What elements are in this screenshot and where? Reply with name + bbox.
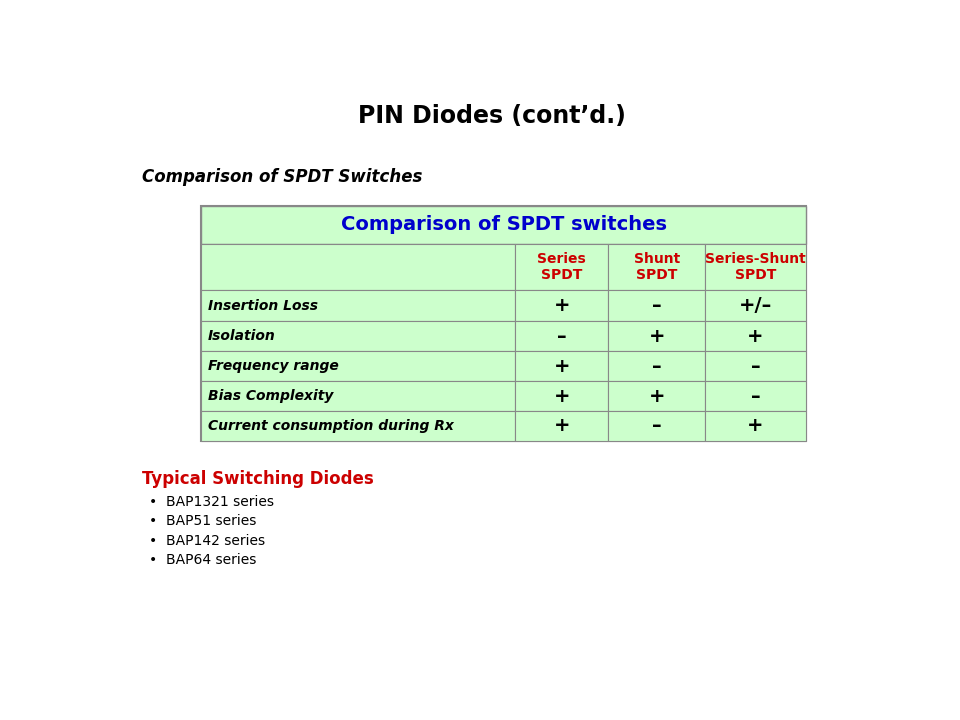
Text: Series
SPDT: Series SPDT [538, 252, 587, 282]
Bar [202, 411, 516, 441]
Bar [516, 411, 609, 441]
Text: +: + [554, 416, 570, 436]
Text: +: + [747, 416, 764, 436]
Bar [609, 321, 706, 351]
Text: Typical Switching Diodes: Typical Switching Diodes [142, 470, 373, 488]
Text: Comparison of SPDT Switches: Comparison of SPDT Switches [142, 168, 422, 186]
Bar [706, 351, 805, 382]
Bar [706, 321, 805, 351]
Bar [609, 244, 706, 290]
Bar [609, 290, 706, 321]
Text: Frequency range: Frequency range [207, 359, 338, 373]
Text: –: – [652, 297, 661, 315]
Bar [516, 382, 609, 411]
Text: Comparison of SPDT switches: Comparison of SPDT switches [341, 215, 666, 235]
Text: Current consumption during Rx: Current consumption during Rx [207, 419, 453, 433]
Bar [706, 244, 805, 290]
Text: –: – [751, 387, 760, 406]
Text: Series-Shunt
SPDT: Series-Shunt SPDT [706, 252, 805, 282]
Bar [516, 290, 609, 321]
Bar [202, 321, 516, 351]
Bar [516, 244, 609, 290]
Text: –: – [652, 416, 661, 436]
Text: +: + [554, 387, 570, 406]
Text: –: – [557, 327, 566, 346]
Text: •  BAP51 series: • BAP51 series [150, 515, 257, 528]
Text: +/–: +/– [739, 297, 772, 315]
Bar [202, 206, 805, 441]
Text: •  BAP64 series: • BAP64 series [150, 553, 257, 567]
Bar [202, 382, 516, 411]
Text: Bias Complexity: Bias Complexity [207, 390, 333, 403]
Text: Isolation: Isolation [207, 329, 276, 343]
Bar [609, 382, 706, 411]
Text: +: + [648, 387, 665, 406]
Text: +: + [554, 297, 570, 315]
Bar [609, 351, 706, 382]
Bar [516, 351, 609, 382]
Bar [516, 321, 609, 351]
Bar [706, 411, 805, 441]
Bar [202, 206, 805, 244]
Text: •  BAP142 series: • BAP142 series [150, 534, 266, 548]
Bar [706, 290, 805, 321]
Text: Insertion Loss: Insertion Loss [207, 299, 318, 313]
Text: PIN Diodes (cont’d.): PIN Diodes (cont’d.) [358, 104, 626, 127]
Text: –: – [751, 357, 760, 376]
Text: Shunt
SPDT: Shunt SPDT [634, 252, 680, 282]
Bar [706, 382, 805, 411]
Text: +: + [554, 357, 570, 376]
Bar [202, 244, 516, 290]
Bar [609, 411, 706, 441]
Text: +: + [648, 327, 665, 346]
Bar [202, 351, 516, 382]
Text: –: – [652, 357, 661, 376]
Text: •  BAP1321 series: • BAP1321 series [150, 495, 275, 509]
Text: +: + [747, 327, 764, 346]
Bar [202, 290, 516, 321]
